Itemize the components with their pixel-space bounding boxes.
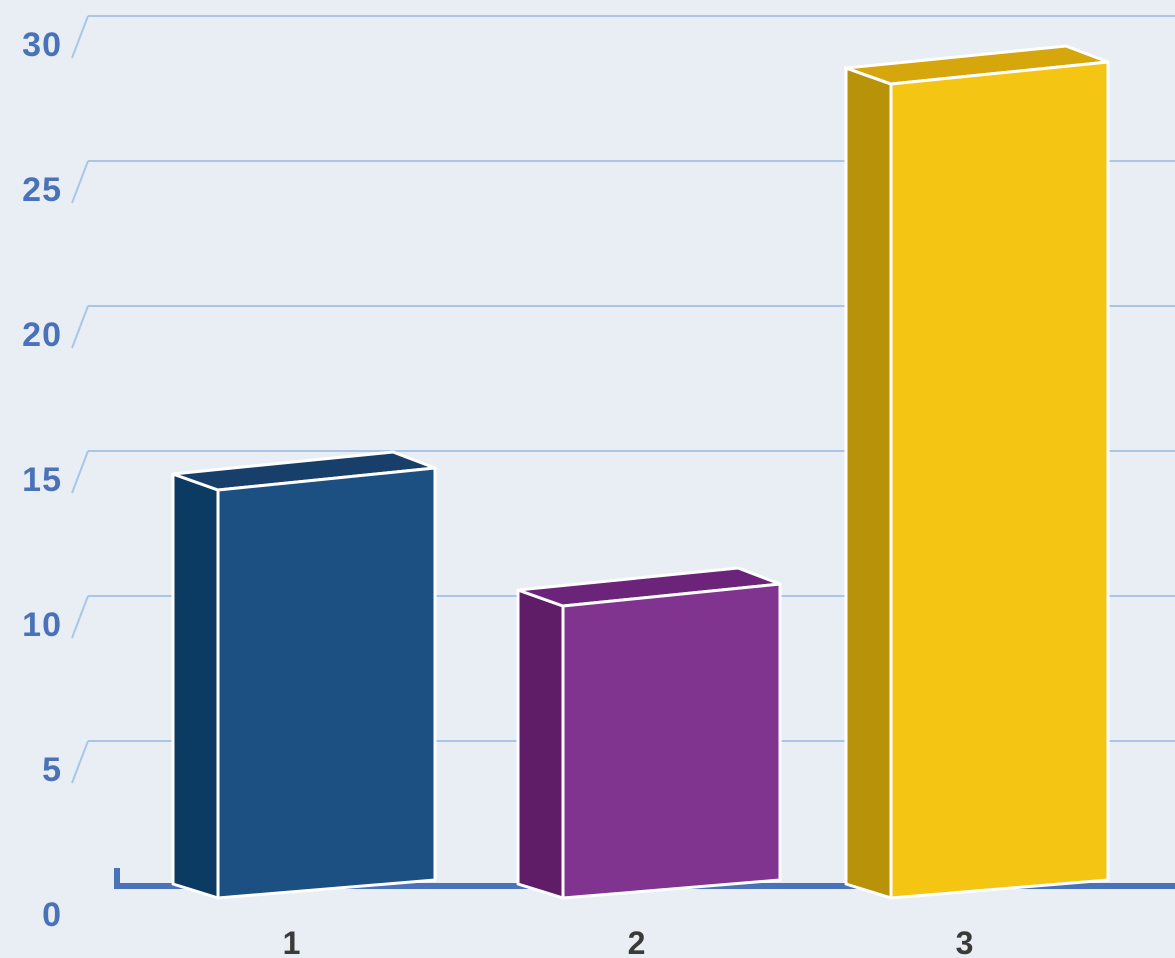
bars <box>171 44 1110 900</box>
gridline-slant-5 <box>71 740 89 784</box>
bar-side-2 <box>516 588 565 900</box>
bar-front-3 <box>889 60 1110 900</box>
bar-side-3 <box>844 66 893 900</box>
gridline-slant-30 <box>71 15 89 59</box>
x-axis <box>114 868 1175 889</box>
bar-front-2 <box>561 582 782 900</box>
y-tick-label-0: 0 <box>42 896 62 934</box>
bar-front-1 <box>216 466 437 900</box>
y-tick-label-5: 5 <box>42 751 62 789</box>
y-tick-label-20: 20 <box>22 316 62 354</box>
gridline-slant-25 <box>71 160 89 204</box>
gridline-slant-15 <box>71 450 89 494</box>
y-tick-label-25: 25 <box>22 171 62 209</box>
gridline-slant-10 <box>71 595 89 639</box>
x-tick-label-3: 3 <box>956 925 974 958</box>
y-tick-label-15: 15 <box>22 461 62 499</box>
x-tick-label-1: 1 <box>283 925 301 958</box>
x-tick-label-2: 2 <box>628 925 646 958</box>
y-tick-label-30: 30 <box>22 26 62 64</box>
x-axis-line <box>114 868 1175 889</box>
bar-side-1 <box>171 472 220 900</box>
bar-3 <box>844 44 1110 900</box>
bar-2 <box>516 566 782 900</box>
bar-1 <box>171 450 437 900</box>
x-axis-ticks: 1 2 3 <box>283 925 974 958</box>
y-tick-label-10: 10 <box>22 606 62 644</box>
y-axis-ticks: 0 5 10 15 20 25 30 <box>22 26 62 934</box>
gridline-slant-20 <box>71 305 89 349</box>
